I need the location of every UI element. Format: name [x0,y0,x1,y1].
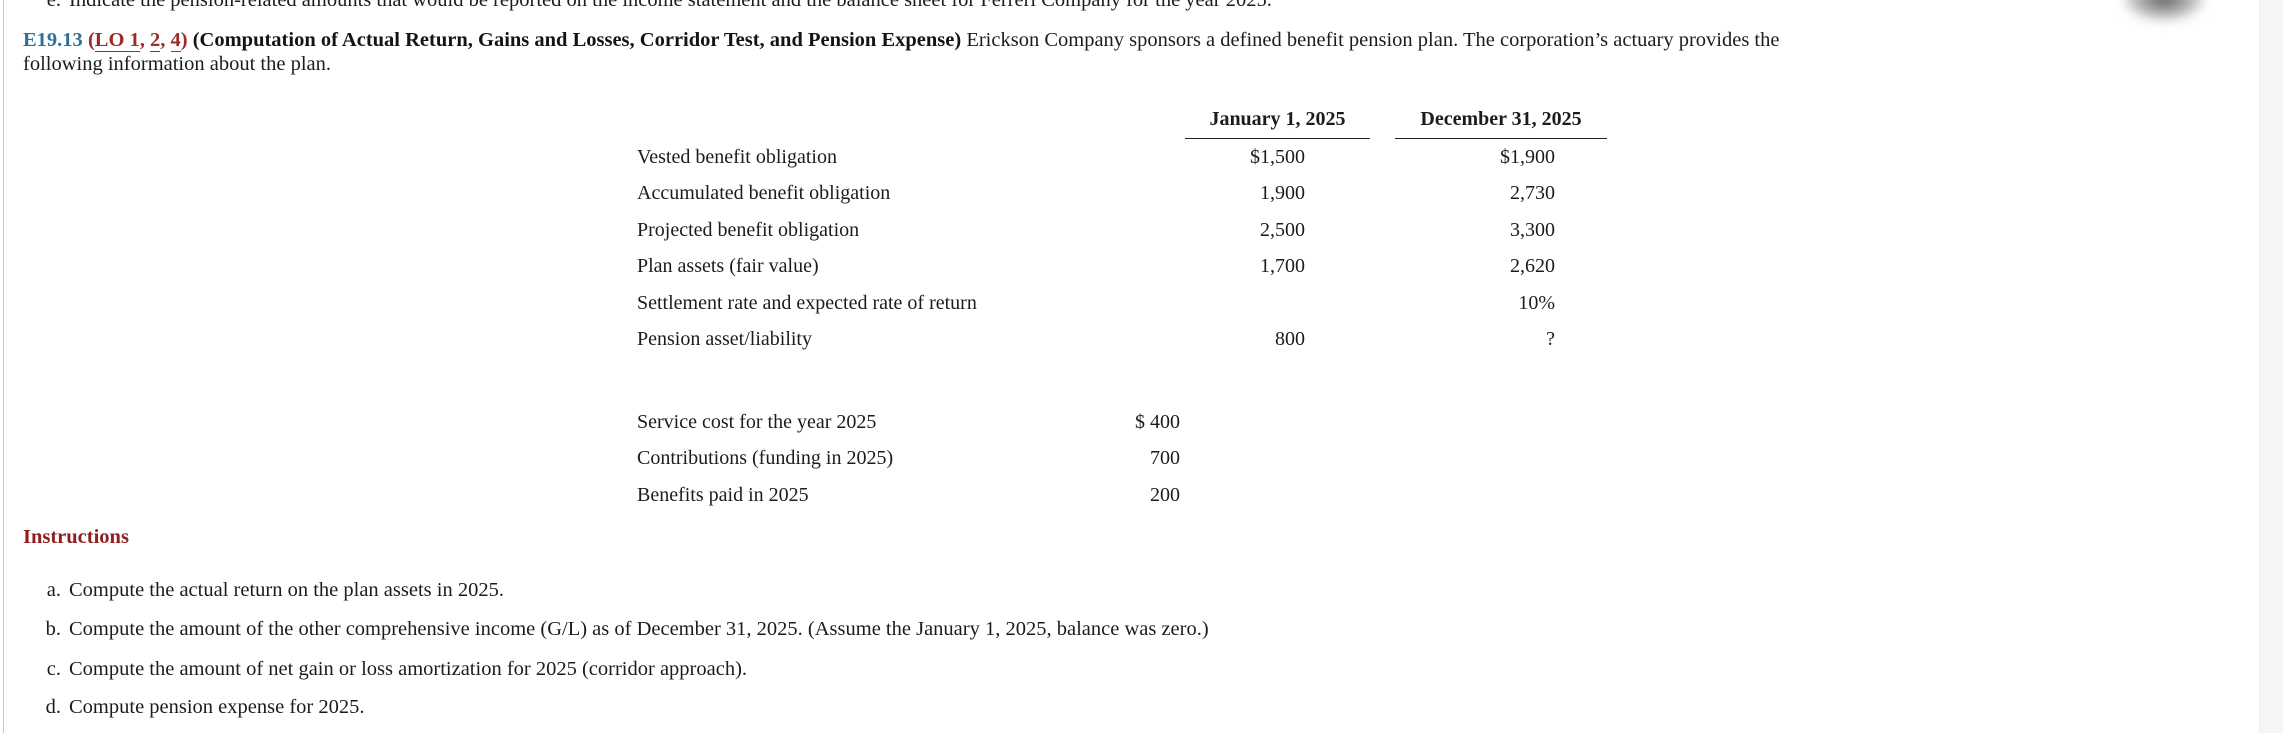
instruction-text: Compute the amount of net gain or loss a… [69,658,748,680]
instruction-item: d. Compute pension expense for 2025. [23,695,365,719]
lo-open-paren: ( [87,29,95,51]
table-row: Settlement rate and expected rate of ret… [637,285,1607,322]
table-row: Vested benefit obligation $1,500 $1,900 [637,139,1607,176]
clipped-previous-item: e. Indicate the pension-related amounts … [23,0,1272,12]
instruction-item: b. Compute the amount of the other compr… [23,617,1209,641]
exercise-heading: E19.13 (LO 1, 2, 4) (Computation of Actu… [23,29,1779,76]
list-marker: e. [46,0,61,11]
table-row: Projected benefit obligation 2,500 3,300 [637,212,1607,249]
corner-shadow [2108,0,2220,30]
instruction-text: Compute the actual return on the plan as… [69,579,504,601]
table-row: Pension asset/liability 800 ? [637,322,1607,359]
table-row: Service cost for the year 2025 $ 400 [637,404,1180,441]
row-value: 700 [1150,447,1180,470]
row-jan-value: 1,700 [1260,255,1305,278]
clipped-item-text: Indicate the pension-related amounts tha… [69,0,1272,11]
row-jan-value: 800 [1275,328,1305,351]
row-dec-value: 2,730 [1510,182,1555,205]
instruction-item: c. Compute the amount of net gain or los… [23,657,747,681]
row-label: Plan assets (fair value) [637,255,819,278]
table-row: Contributions (funding in 2025) 700 [637,441,1180,478]
year-activity-table: Service cost for the year 2025 $ 400 Con… [637,404,1180,514]
row-label: Settlement rate and expected rate of ret… [637,291,977,314]
row-value: 200 [1150,483,1180,506]
scrollbar-track[interactable] [2259,0,2283,733]
row-label: Contributions (funding in 2025) [637,447,894,470]
lo-separator-1: , [139,29,151,51]
lo-link-1[interactable]: LO 1 [94,29,140,52]
column-header-december: December 31, 2025 [1395,106,1607,139]
row-dec-value: ? [1546,328,1555,351]
table-row: Plan assets (fair value) 1,700 2,620 [637,249,1607,286]
row-dec-value: 2,620 [1510,255,1555,278]
row-label: Service cost for the year 2025 [637,410,877,433]
lo-separator-2: , [160,29,171,51]
column-header-january: January 1, 2025 [1185,106,1370,139]
list-marker: a. [46,579,61,601]
row-value: $ 400 [1135,410,1180,433]
exercise-title: (Computation of Actual Return, Gains and… [192,29,962,51]
exercise-heading-line1: E19.13 (LO 1, 2, 4) (Computation of Actu… [23,29,1779,53]
pension-info-table: January 1, 2025 December 31, 2025 Vested… [637,106,1607,358]
table-row: Benefits paid in 2025 200 [637,477,1180,514]
lo-link-2[interactable]: 2 [150,29,161,52]
table-row: Accumulated benefit obligation 1,900 2,7… [637,176,1607,213]
row-dec-value: 10% [1518,291,1555,314]
row-label: Benefits paid in 2025 [637,483,809,506]
row-label: Projected benefit obligation [637,218,860,241]
pension-info-table-header-row: January 1, 2025 December 31, 2025 [637,106,1607,139]
page-left-border [3,0,4,733]
row-label: Accumulated benefit obligation [637,182,891,205]
exercise-number: E19.13 [23,29,83,51]
exercise-intro-line2: following information about the plan. [23,52,332,75]
lo-close-paren: ) [180,29,188,51]
instruction-text: Compute the amount of the other comprehe… [69,618,1209,640]
row-label: Pension asset/liability [637,328,812,351]
instructions-heading: Instructions [23,526,129,548]
row-dec-value: $1,900 [1500,145,1555,168]
lo-link-3[interactable]: 4 [170,29,181,52]
list-marker: d. [45,696,61,718]
list-marker: b. [45,618,61,640]
instruction-text: Compute pension expense for 2025. [69,696,365,718]
row-label: Vested benefit obligation [637,145,837,168]
row-jan-value: 1,900 [1260,182,1305,205]
exercise-intro-line1: Erickson Company sponsors a defined bene… [966,29,1780,51]
instruction-item: a. Compute the actual return on the plan… [23,578,504,602]
row-dec-value: 3,300 [1510,218,1555,241]
row-jan-value: $1,500 [1250,145,1305,168]
row-jan-value: 2,500 [1260,218,1305,241]
list-marker: c. [46,658,61,680]
